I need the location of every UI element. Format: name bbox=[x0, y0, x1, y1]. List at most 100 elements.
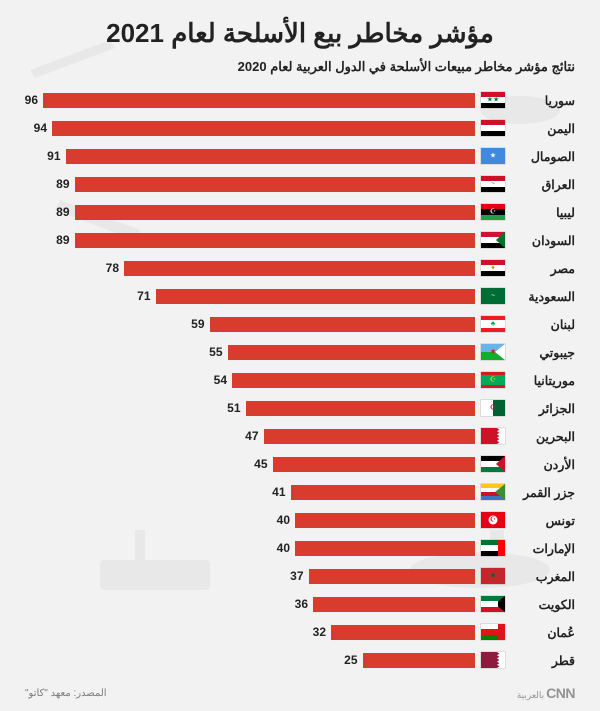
chart-row: الكويت 36 bbox=[25, 593, 575, 615]
chart-footer: CNNبالعربية المصدر: معهد "كاتو" bbox=[25, 685, 575, 701]
bar bbox=[228, 345, 476, 360]
bar-value: 96 bbox=[25, 93, 38, 107]
bar-container: 91 bbox=[25, 149, 475, 164]
flag-icon: ~ bbox=[481, 288, 505, 304]
flag-icon: ☪ bbox=[481, 204, 505, 220]
bar-value: 91 bbox=[47, 149, 60, 163]
chart-row: الصومال ★ 91 bbox=[25, 145, 575, 167]
chart-row: عُمان32 bbox=[25, 621, 575, 643]
bar-container: 55 bbox=[25, 345, 475, 360]
bar-container: 37 bbox=[25, 569, 475, 584]
bar-container: 54 bbox=[25, 373, 475, 388]
country-label: قطر bbox=[513, 653, 575, 668]
bar-container: 78 bbox=[25, 261, 475, 276]
bar-value: 59 bbox=[191, 317, 204, 331]
bar-container: 71 bbox=[25, 289, 475, 304]
chart-subtitle: نتائج مؤشر مخاطر مبيعات الأسلحة في الدول… bbox=[25, 59, 575, 75]
chart-row: مصر♦78 bbox=[25, 257, 575, 279]
bar-container: 45 bbox=[25, 457, 475, 472]
flag-icon: ♣ bbox=[481, 316, 505, 332]
country-label: لبنان bbox=[513, 317, 575, 332]
flag-icon: ★ bbox=[481, 456, 505, 472]
bar-value: 37 bbox=[290, 569, 303, 583]
bar-value: 45 bbox=[254, 457, 267, 471]
bar-container: 89 bbox=[25, 177, 475, 192]
flag-icon: ☪ bbox=[481, 512, 505, 528]
chart-row: السعودية ~71 bbox=[25, 285, 575, 307]
bar bbox=[75, 233, 476, 248]
bar-container: 32 bbox=[25, 625, 475, 640]
bar-value: 89 bbox=[56, 177, 69, 191]
bar bbox=[75, 205, 476, 220]
flag-icon: ☪ bbox=[481, 400, 505, 416]
bar bbox=[313, 597, 475, 612]
chart-row: جزر القمر 41 bbox=[25, 481, 575, 503]
bar bbox=[331, 625, 475, 640]
bar-container: 59 bbox=[25, 317, 475, 332]
bar-value: 40 bbox=[277, 541, 290, 555]
chart-row: لبنان ♣ 59 bbox=[25, 313, 575, 335]
country-label: العراق bbox=[513, 177, 575, 192]
bar-container: 25 bbox=[25, 653, 475, 668]
brand-logo: CNNبالعربية bbox=[517, 685, 575, 701]
chart-title: مؤشر مخاطر بيع الأسلحة لعام 2021 bbox=[25, 18, 575, 49]
flag-icon: ★ bbox=[481, 568, 505, 584]
bar-container: 36 bbox=[25, 597, 475, 612]
bar bbox=[52, 121, 475, 136]
bar bbox=[295, 541, 475, 556]
bar-container: 40 bbox=[25, 513, 475, 528]
bar bbox=[273, 457, 476, 472]
country-label: ليبيا bbox=[513, 205, 575, 220]
bar-value: 89 bbox=[56, 233, 69, 247]
flag-icon bbox=[481, 428, 505, 444]
country-label: الصومال bbox=[513, 149, 575, 164]
bar-container: 51 bbox=[25, 401, 475, 416]
flag-icon: ☪ bbox=[481, 372, 505, 388]
chart-row: موريتانيا☪54 bbox=[25, 369, 575, 391]
country-label: السودان bbox=[513, 233, 575, 248]
bar-value: 71 bbox=[137, 289, 150, 303]
flag-icon: ★ bbox=[481, 148, 505, 164]
flag-icon: ★ bbox=[481, 344, 505, 360]
bar-container: 96 bbox=[25, 93, 475, 108]
chart-row: اليمن 94 bbox=[25, 117, 575, 139]
chart-row: ليبيا☪89 bbox=[25, 201, 575, 223]
country-label: الأردن bbox=[513, 457, 575, 472]
bar bbox=[295, 513, 475, 528]
country-label: مصر bbox=[513, 261, 575, 276]
bar-container: 41 bbox=[25, 485, 475, 500]
chart-row: تونس☪40 bbox=[25, 509, 575, 531]
chart-row: السودان 89 bbox=[25, 229, 575, 251]
bar-container: 40 bbox=[25, 541, 475, 556]
bar-chart: سوريا★★96اليمن94الصومال★91العراق~89ليبيا… bbox=[25, 89, 575, 671]
chart-row: الأردن ★ 45 bbox=[25, 453, 575, 475]
country-label: الإمارات bbox=[513, 541, 575, 556]
bar-value: 36 bbox=[295, 597, 308, 611]
country-label: البحرين bbox=[513, 429, 575, 444]
country-label: السعودية bbox=[513, 289, 575, 304]
bar-value: 55 bbox=[209, 345, 222, 359]
country-label: الكويت bbox=[513, 597, 575, 612]
bar-value: 47 bbox=[245, 429, 258, 443]
bar-value: 54 bbox=[214, 373, 227, 387]
country-label: اليمن bbox=[513, 121, 575, 136]
country-label: جزر القمر bbox=[513, 485, 575, 500]
bar bbox=[66, 149, 476, 164]
bar bbox=[75, 177, 476, 192]
bar bbox=[309, 569, 476, 584]
bar bbox=[43, 93, 475, 108]
bar bbox=[232, 373, 475, 388]
flag-icon bbox=[481, 120, 505, 136]
chart-row: البحرين 47 bbox=[25, 425, 575, 447]
bar-value: 94 bbox=[34, 121, 47, 135]
bar-container: 94 bbox=[25, 121, 475, 136]
flag-icon: ★★ bbox=[481, 92, 505, 108]
flag-icon bbox=[481, 624, 505, 640]
bar-value: 41 bbox=[272, 485, 285, 499]
bar bbox=[363, 653, 476, 668]
flag-icon: ~ bbox=[481, 176, 505, 192]
flag-icon bbox=[481, 232, 505, 248]
bar-container: 47 bbox=[25, 429, 475, 444]
chart-row: العراق ~89 bbox=[25, 173, 575, 195]
bar bbox=[291, 485, 476, 500]
